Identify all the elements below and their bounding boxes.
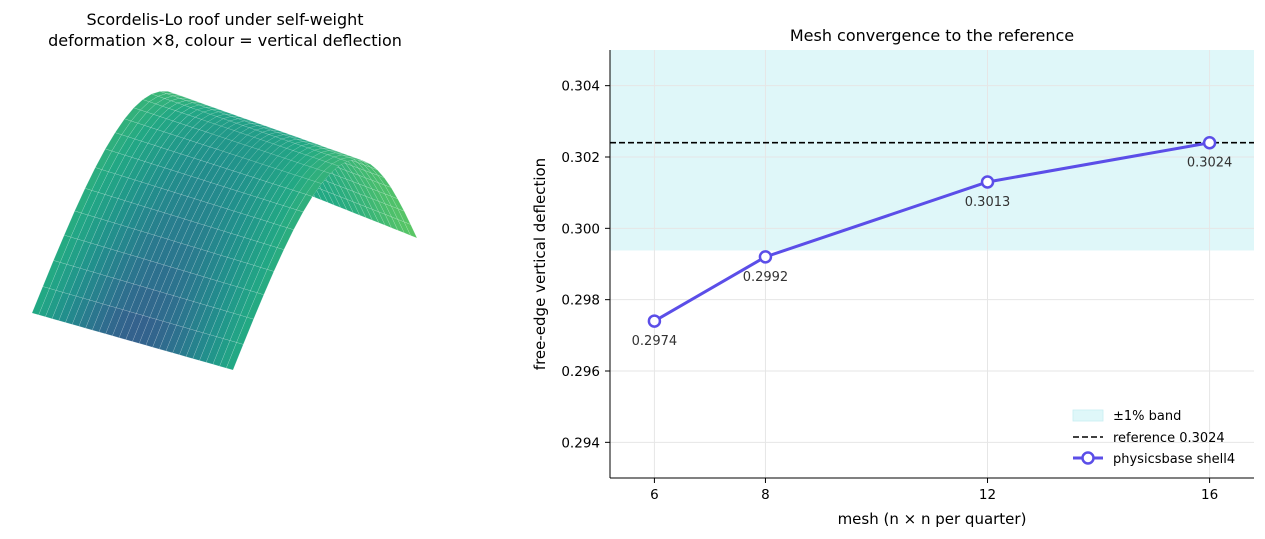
- surface-facet: [364, 177, 379, 192]
- y-ticks: 0.294 0.296 0.298 0.300 0.302 0.304: [561, 79, 610, 451]
- data-label: 0.2992: [743, 270, 789, 285]
- data-label: 0.3024: [1187, 156, 1233, 171]
- surface-facet: [331, 158, 348, 167]
- series-line: [653, 141, 1210, 323]
- y-tick-label: 0.296: [561, 364, 600, 380]
- surface-facet: [364, 169, 379, 184]
- series-point: [758, 250, 773, 264]
- surface-facet: [318, 154, 335, 162]
- surface-title-line-2: deformation ×8, colour = vertical deflec…: [48, 31, 402, 50]
- legend-band-label: ±1% band: [1113, 409, 1181, 424]
- band-layer: [610, 50, 1254, 251]
- x-tick-label: 6: [650, 487, 659, 503]
- y-tick-label: 0.294: [561, 435, 600, 451]
- surface-facet: [201, 114, 218, 122]
- surface-facet: [305, 149, 322, 158]
- tolerance-band: [610, 50, 1254, 251]
- legend-band-swatch: [1072, 409, 1104, 422]
- surface-title-line-1: Scordelis-Lo roof under self-weight: [86, 10, 363, 29]
- surface-facet: [241, 122, 259, 128]
- chart-title: Mesh convergence to the reference: [790, 26, 1074, 45]
- surface-facet: [227, 122, 244, 131]
- series-point: [647, 314, 662, 328]
- surface-facet: [345, 178, 360, 195]
- roof-surface-mesh: [31, 91, 418, 371]
- convergence-panel: Mesh convergence to the reference 6 8 12 16…: [531, 26, 1254, 528]
- surface-facet: [370, 167, 385, 178]
- legend-series-label: physicsbase shell4: [1113, 452, 1235, 467]
- surface-facet: [161, 100, 179, 109]
- x-tick-label: 8: [761, 487, 770, 503]
- surface-facet: [155, 98, 172, 107]
- surface-facet: [270, 129, 285, 134]
- legend-reference-label: reference 0.3024: [1113, 431, 1225, 446]
- x-tick-label: 12: [979, 487, 996, 503]
- surface-facet: [215, 113, 233, 119]
- surface-facet: [168, 102, 185, 111]
- surface-facet: [357, 162, 372, 174]
- surface-facet: [228, 118, 246, 124]
- legend: ±1% band reference 0.3024 physicsbase sh…: [1072, 409, 1235, 467]
- x-tick-label: 16: [1201, 487, 1218, 503]
- surface-facet: [377, 182, 392, 197]
- surface-facet: [348, 157, 363, 161]
- y-tick-label: 0.298: [561, 293, 600, 309]
- surface-facet: [377, 174, 392, 188]
- data-label: 0.3013: [965, 195, 1011, 210]
- series-point: [980, 175, 995, 189]
- surface-facet: [341, 154, 357, 159]
- y-tick-label: 0.304: [561, 79, 600, 95]
- surface-facet: [363, 161, 378, 170]
- surface-facet: [358, 183, 373, 200]
- grid-layer: [610, 50, 1254, 478]
- series-layer: [647, 135, 1217, 328]
- surface-panel: Scordelis-Lo roof under self-weight defo…: [31, 10, 418, 371]
- data-label: 0.2974: [632, 334, 678, 349]
- surface-facet: [233, 125, 250, 134]
- x-axis-label: mesh (n × n per quarter): [838, 510, 1027, 528]
- series-point: [1202, 135, 1217, 150]
- surface-facet: [181, 107, 198, 116]
- axes-layer: [609, 50, 1254, 479]
- x-ticks: 6 8 12 16: [650, 478, 1218, 503]
- surface-facet: [384, 184, 399, 200]
- y-axis-label: free-edge vertical deflection: [531, 158, 549, 370]
- surface-facet: [159, 91, 175, 94]
- data-labels: 0.2974 0.2992 0.3013 0.3024: [632, 156, 1233, 349]
- y-tick-label: 0.302: [561, 150, 600, 166]
- legend-series-marker: [1081, 451, 1095, 465]
- y-tick-label: 0.300: [561, 221, 600, 237]
- surface-facet: [276, 132, 292, 136]
